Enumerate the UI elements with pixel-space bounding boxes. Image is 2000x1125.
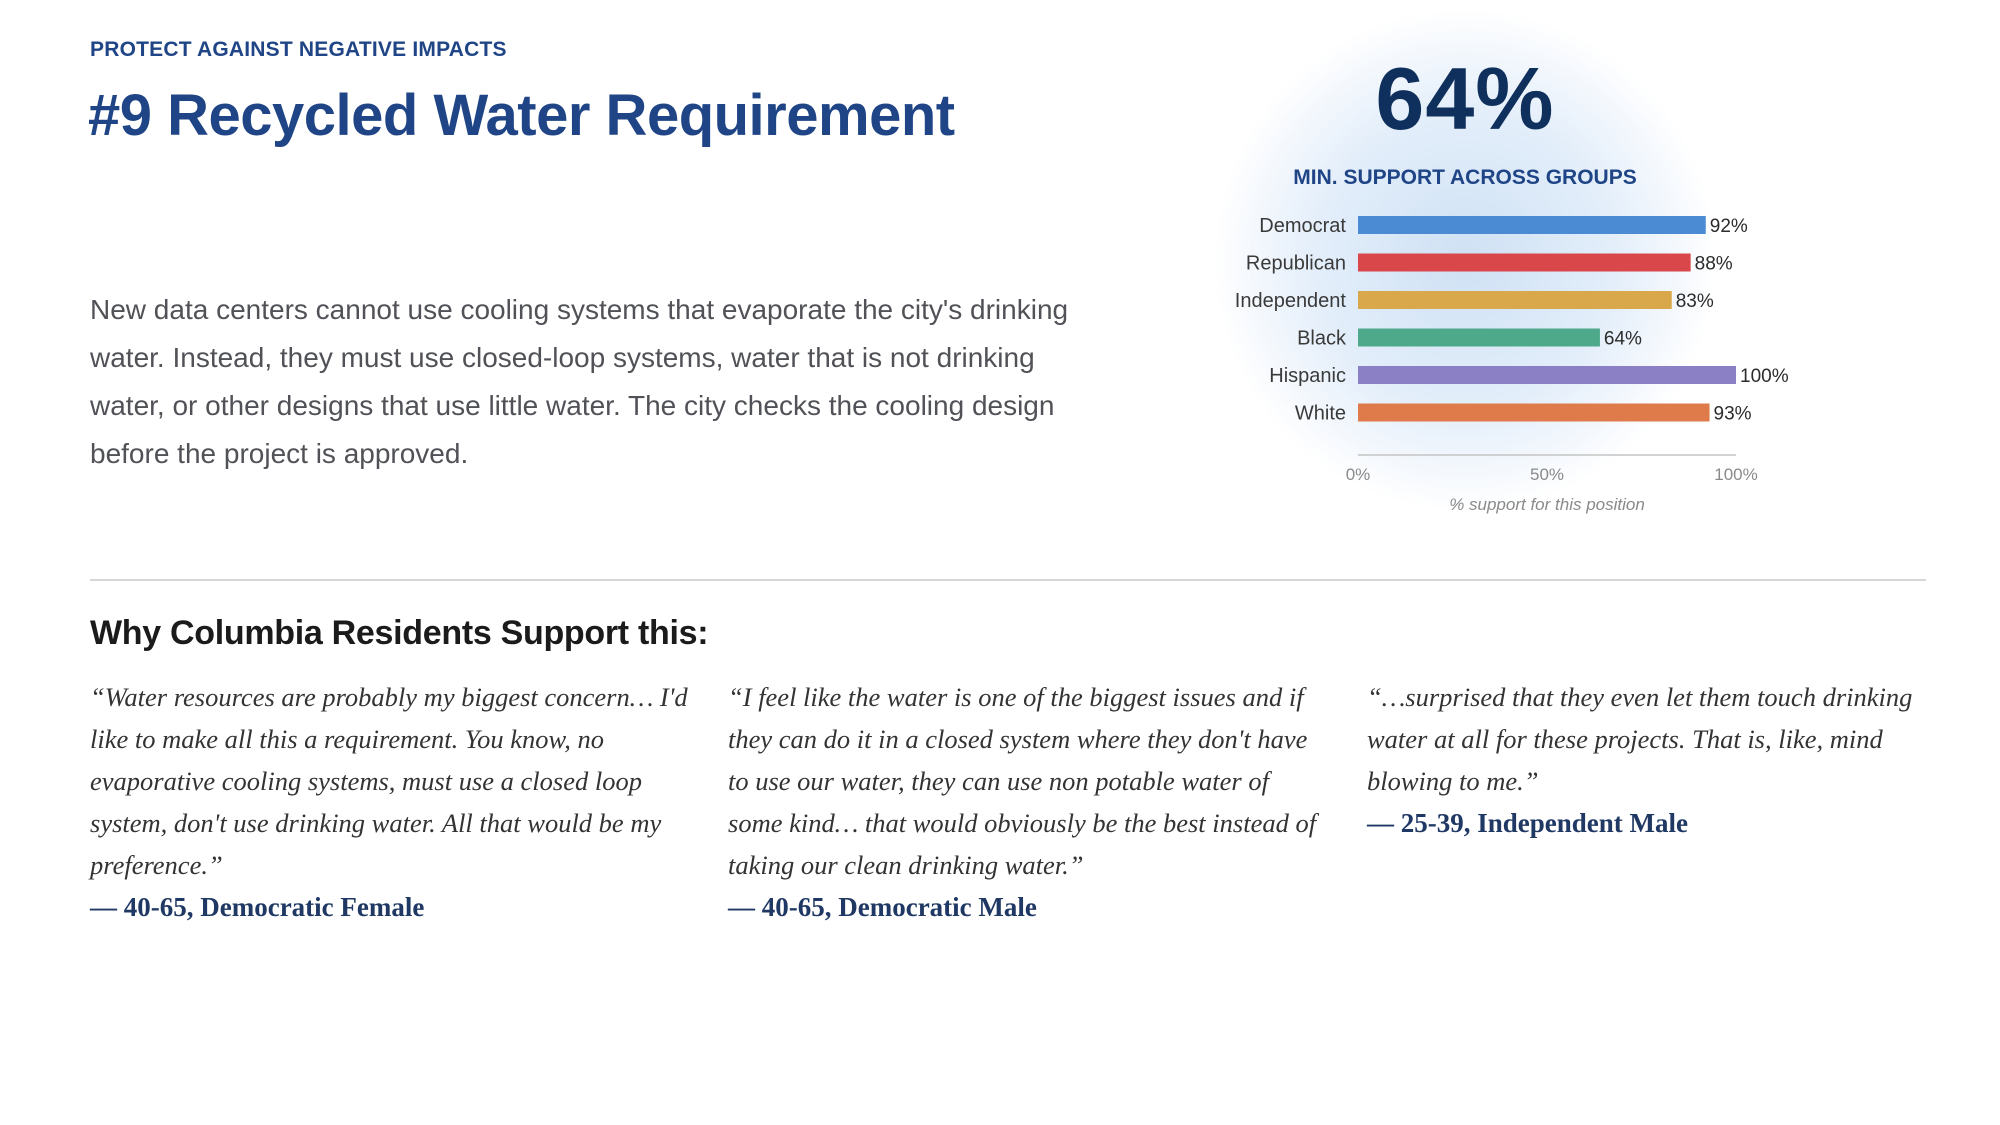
quote-card: “…surprised that they even let them touc… (1367, 676, 1947, 844)
section-divider (90, 579, 1926, 581)
bar-value-label: 92% (1710, 216, 1748, 237)
policy-description: New data centers cannot use cooling syst… (90, 294, 1069, 469)
bar-value-label: 88% (1695, 254, 1733, 275)
bar-category-label: Republican (1246, 253, 1346, 275)
min-support-value: 64% (1375, 49, 1555, 148)
quote-card: “Water resources are probably my biggest… (90, 676, 690, 928)
x-tick-label: 0% (1346, 465, 1371, 484)
bar-category-label: Democrat (1259, 215, 1346, 237)
x-axis-title: % support for this position (1449, 495, 1645, 514)
bar (1358, 216, 1706, 234)
quote-attribution: — 40-65, Democratic Female (90, 892, 425, 922)
bar-value-label: 100% (1740, 366, 1789, 387)
x-tick-label: 50% (1530, 465, 1564, 484)
quote-attribution: — 40-65, Democratic Male (728, 892, 1037, 922)
bar-value-label: 93% (1714, 404, 1752, 425)
section-title: Why Columbia Residents Support this: (90, 614, 709, 652)
bar (1358, 253, 1691, 272)
bar (1358, 291, 1672, 309)
quote-attribution: — 25-39, Independent Male (1367, 808, 1689, 838)
min-support-label: MIN. SUPPORT ACROSS GROUPS (1293, 166, 1637, 189)
section-eyebrow: PROTECT AGAINST NEGATIVE IMPACTS (90, 38, 507, 61)
x-tick-label: 100% (1714, 465, 1757, 484)
bar-category-label: Black (1297, 328, 1347, 350)
bar-value-label: 64% (1604, 329, 1642, 350)
bar-category-label: Hispanic (1269, 365, 1346, 387)
bar (1358, 366, 1736, 384)
bar-value-label: 83% (1676, 291, 1714, 312)
bar (1358, 328, 1600, 347)
support-bar-chart: Democrat 92% Republican 88% Independent 83% Bl… (1235, 215, 1789, 514)
quote-text: “I feel like the water is one of the big… (728, 682, 1317, 880)
quote-text: “Water resources are probably my biggest… (90, 682, 688, 880)
page-title: #9 Recycled Water Requirement (88, 83, 955, 148)
quote-card: “I feel like the water is one of the big… (728, 676, 1328, 928)
bar-category-label: White (1295, 403, 1346, 425)
quote-text: “…surprised that they even let them touc… (1367, 682, 1913, 796)
bar (1358, 403, 1710, 422)
bar-category-label: Independent (1235, 290, 1347, 312)
